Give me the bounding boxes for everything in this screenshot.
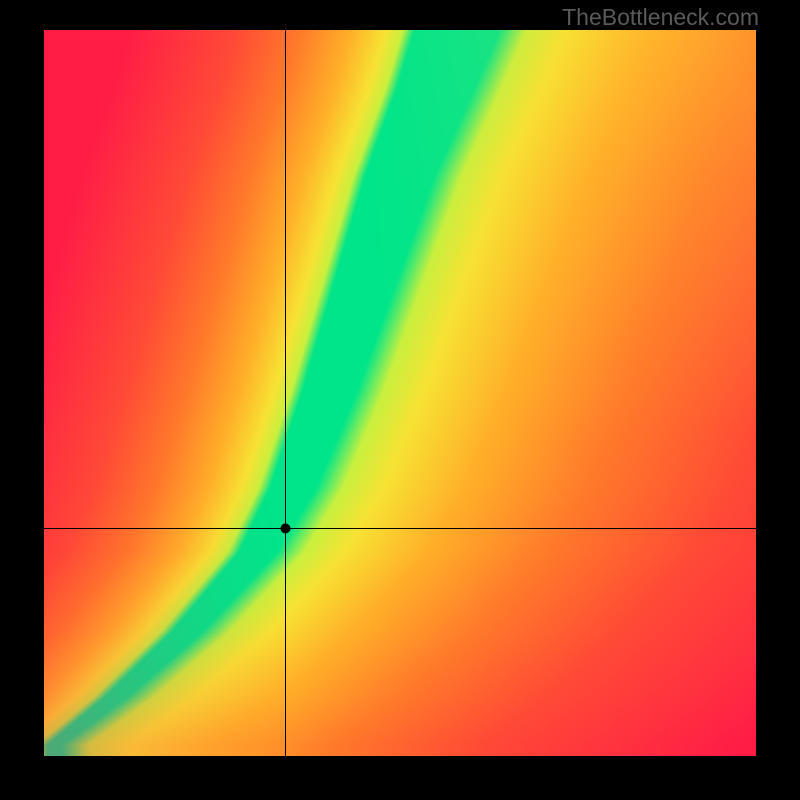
watermark-text: TheBottleneck.com [562,4,759,31]
bottleneck-heatmap [44,30,756,756]
chart-container: TheBottleneck.com [0,0,800,800]
